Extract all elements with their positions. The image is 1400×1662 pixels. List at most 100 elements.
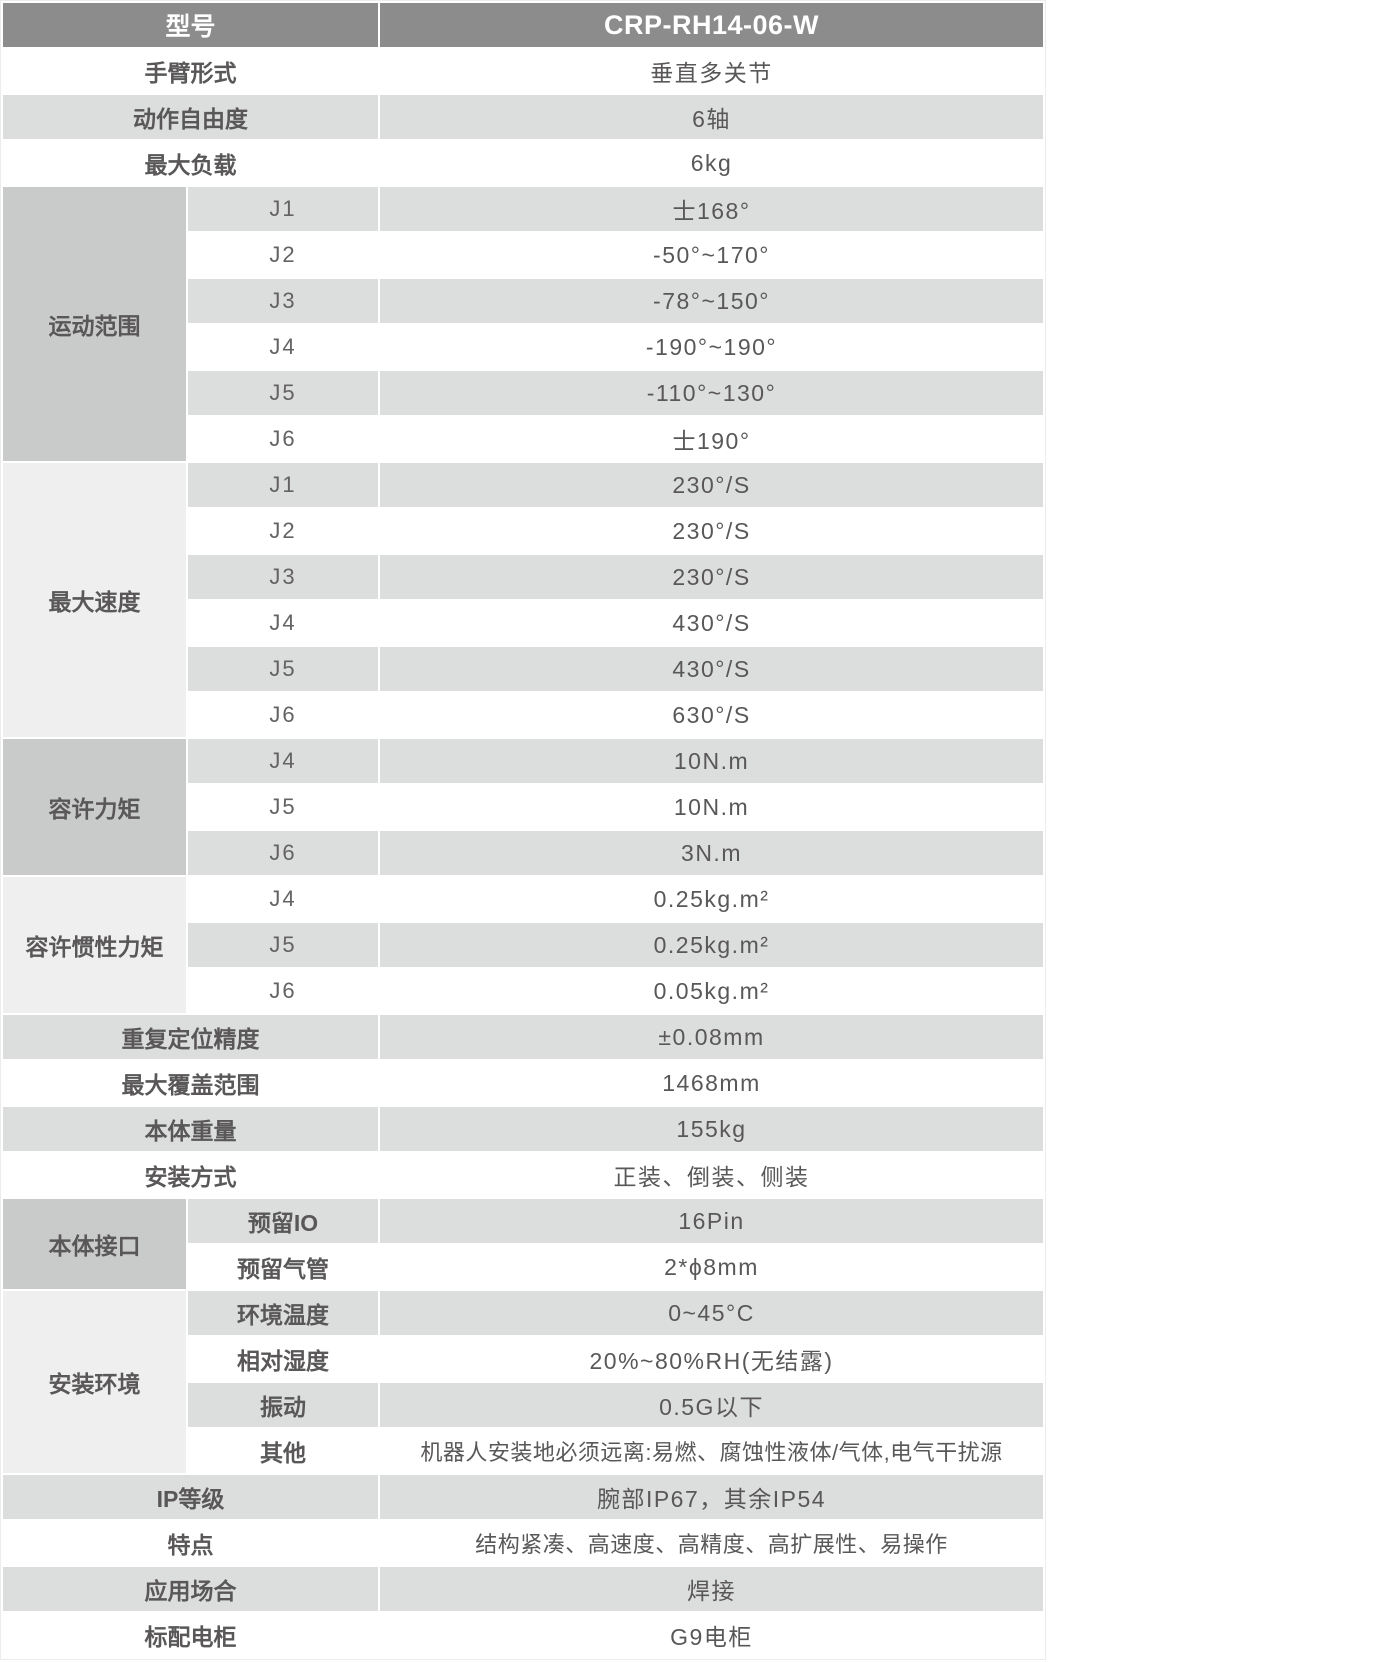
joint-value: 430°/S: [378, 599, 1046, 647]
row-max-speed-j5: J5 430°/S: [2, 645, 1046, 693]
joint-value: 0.25kg.m²: [378, 921, 1046, 969]
joint-value: 士190°: [378, 415, 1046, 463]
row-reserved-io: 本体接口 预留IO 16Pin: [1, 1197, 1046, 1291]
joint-label: J4: [185, 323, 381, 371]
row-mounting: 安装方式 正装、倒装、侧装: [0, 1151, 1046, 1199]
inertia-group-label: 容许惯性力矩: [1, 875, 188, 1015]
spec-table-wrapper: 型号 CRP-RH14-06-W 手臂形式 垂直多关节 动作自由度 6轴 最大负…: [0, 0, 1047, 1660]
joint-label: J5: [185, 921, 381, 969]
row-body-weight: 本体重量 155kg: [0, 1105, 1046, 1153]
sub-value: 0.5G以下: [378, 1381, 1046, 1429]
header-row: 型号 CRP-RH14-06-W: [0, 1, 1046, 49]
mounting-value: 正装、倒装、侧装: [378, 1151, 1046, 1199]
mounting-label: 安装方式: [0, 1151, 381, 1199]
joint-label: J6: [185, 967, 381, 1015]
joint-label: J1: [185, 461, 381, 509]
joint-value: -110°~130°: [378, 369, 1046, 417]
joint-value: -78°~150°: [378, 277, 1046, 325]
row-motion-range-j4: J4 -190°~190°: [2, 323, 1046, 371]
row-max-speed-j4: J4 430°/S: [2, 599, 1046, 647]
joint-label: J2: [185, 231, 381, 279]
row-dof: 动作自由度 6轴: [0, 93, 1046, 141]
cabinet-value: G9电柜: [378, 1611, 1046, 1659]
application-value: 焊接: [378, 1565, 1046, 1613]
application-label: 应用场合: [0, 1565, 381, 1613]
joint-value: -50°~170°: [378, 231, 1046, 279]
sub-label: 相对湿度: [185, 1335, 381, 1383]
row-inertia-j5: J5 0.25kg.m²: [2, 921, 1046, 969]
sub-label: 振动: [185, 1381, 381, 1429]
row-torque-j4: 容许力矩 J4 10N.m: [1, 737, 1046, 877]
joint-value: 士168°: [378, 185, 1046, 233]
repeatability-label: 重复定位精度: [0, 1013, 381, 1061]
joint-value: 630°/S: [378, 691, 1046, 739]
arm-type-value: 垂直多关节: [378, 47, 1046, 95]
motion-range-group-label: 运动范围: [1, 185, 188, 463]
robot-spec-table: 型号 CRP-RH14-06-W 手臂形式 垂直多关节 动作自由度 6轴 最大负…: [0, 1, 1046, 1659]
dof-value: 6轴: [378, 93, 1046, 141]
body-interface-group-label: 本体接口: [1, 1197, 188, 1291]
sub-label: 预留IO: [185, 1197, 381, 1245]
torque-group-label: 容许力矩: [1, 737, 188, 877]
model-label: 型号: [0, 1, 381, 49]
joint-label: J1: [185, 185, 381, 233]
sub-label: 预留气管: [185, 1243, 381, 1291]
joint-value: 230°/S: [378, 461, 1046, 509]
max-reach-value: 1468mm: [378, 1059, 1046, 1107]
row-motion-range-j3: J3 -78°~150°: [2, 277, 1046, 325]
row-max-speed-j1: 最大速度 J1 230°/S: [1, 461, 1046, 739]
row-payload: 最大负载 6kg: [0, 139, 1046, 187]
row-motion-range-j6: J6 士190°: [2, 415, 1046, 463]
joint-label: J4: [185, 599, 381, 647]
arm-type-label: 手臂形式: [0, 47, 381, 95]
features-value: 结构紧凑、高速度、高精度、高扩展性、易操作: [378, 1519, 1046, 1567]
dof-label: 动作自由度: [0, 93, 381, 141]
row-motion-range-j5: J5 -110°~130°: [2, 369, 1046, 417]
row-max-speed-j6: J6 630°/S: [2, 691, 1046, 739]
row-cabinet: 标配电柜 G9电柜: [0, 1611, 1046, 1659]
ip-rating-label: IP等级: [0, 1473, 381, 1521]
joint-label: J6: [185, 415, 381, 463]
joint-label: J6: [185, 829, 381, 877]
joint-label: J3: [185, 553, 381, 601]
sub-label: 其他: [185, 1427, 381, 1475]
row-max-reach: 最大覆盖范围 1468mm: [0, 1059, 1046, 1107]
body-weight-label: 本体重量: [0, 1105, 381, 1153]
ip-rating-value: 腕部IP67，其余IP54: [378, 1473, 1046, 1521]
joint-label: J2: [185, 507, 381, 555]
row-env-vibration: 振动 0.5G以下: [2, 1381, 1046, 1429]
max-speed-group-label: 最大速度: [1, 461, 188, 739]
joint-value: 0.05kg.m²: [378, 967, 1046, 1015]
row-inertia-j6: J6 0.05kg.m²: [2, 967, 1046, 1015]
row-torque-j6: J6 3N.m: [2, 829, 1046, 877]
row-ip-rating: IP等级 腕部IP67，其余IP54: [0, 1473, 1046, 1521]
install-env-group-label: 安装环境: [1, 1289, 188, 1475]
row-inertia-j4: 容许惯性力矩 J4 0.25kg.m²: [1, 875, 1046, 1015]
sub-value: 机器人安装地必须远离:易燃、腐蚀性液体/气体,电气干扰源: [378, 1427, 1046, 1475]
joint-label: J4: [185, 737, 381, 785]
sub-value: 20%~80%RH(无结露): [378, 1335, 1046, 1383]
sub-label: 环境温度: [185, 1289, 381, 1337]
repeatability-value: ±0.08mm: [378, 1013, 1046, 1061]
row-env-other: 其他 机器人安装地必须远离:易燃、腐蚀性液体/气体,电气干扰源: [2, 1427, 1046, 1475]
joint-label: J4: [185, 875, 381, 923]
joint-value: -190°~190°: [378, 323, 1046, 371]
row-features: 特点 结构紧凑、高速度、高精度、高扩展性、易操作: [0, 1519, 1046, 1567]
body-weight-value: 155kg: [378, 1105, 1046, 1153]
payload-label: 最大负载: [0, 139, 381, 187]
row-motion-range-j1: 运动范围 J1 士168°: [1, 185, 1046, 463]
row-max-speed-j3: J3 230°/S: [2, 553, 1046, 601]
joint-value: 10N.m: [378, 737, 1046, 785]
joint-label: J5: [185, 783, 381, 831]
row-repeatability: 重复定位精度 ±0.08mm: [0, 1013, 1046, 1061]
row-env-humidity: 相对湿度 20%~80%RH(无结露): [2, 1335, 1046, 1383]
payload-value: 6kg: [378, 139, 1046, 187]
row-motion-range-j2: J2 -50°~170°: [2, 231, 1046, 279]
joint-label: J6: [185, 691, 381, 739]
row-torque-j5: J5 10N.m: [2, 783, 1046, 831]
max-reach-label: 最大覆盖范围: [0, 1059, 381, 1107]
row-max-speed-j2: J2 230°/S: [2, 507, 1046, 555]
joint-value: 3N.m: [378, 829, 1046, 877]
joint-value: 430°/S: [378, 645, 1046, 693]
joint-value: 230°/S: [378, 507, 1046, 555]
